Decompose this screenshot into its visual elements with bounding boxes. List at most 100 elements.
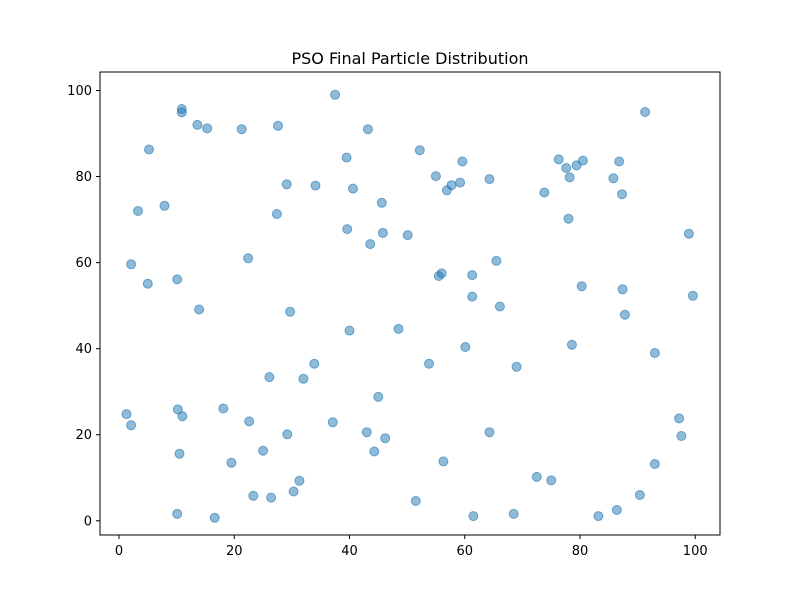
scatter-point [209, 512, 220, 523]
scatter-point [126, 259, 137, 270]
scatter-point [298, 373, 309, 384]
scatter-point [484, 174, 495, 185]
scatter-point [614, 156, 625, 167]
scatter-point [226, 457, 237, 468]
chart-title: PSO Final Particle Distribution [292, 49, 529, 68]
scatter-point [467, 291, 478, 302]
scatter-point [438, 456, 449, 467]
scatter-point [327, 417, 338, 428]
scatter-point [342, 224, 353, 235]
x-tick-label: 80 [572, 544, 589, 559]
scatter-point [174, 448, 185, 459]
scatter-point [410, 496, 421, 506]
scatter-point [172, 274, 183, 285]
scatter-point [344, 325, 355, 336]
scatter-point [617, 284, 628, 295]
scatter-point [294, 475, 305, 486]
y-tick-label: 20 [75, 428, 92, 443]
scatter-point [468, 511, 479, 522]
scatter-point [236, 124, 247, 135]
x-tick-label: 40 [341, 544, 358, 559]
scatter-point [288, 486, 299, 497]
scatter-point [144, 144, 154, 155]
scatter-point [546, 475, 557, 486]
scatter-point [177, 411, 188, 422]
scatter-point [176, 107, 187, 118]
scatter-point [309, 358, 320, 369]
scatter-point [172, 404, 183, 415]
scatter-point [414, 145, 425, 156]
scatter-point [457, 156, 468, 167]
x-axis-ticks: 0 20 40 60 80 100 [115, 535, 708, 559]
scatter-point [330, 89, 341, 100]
scatter-point [248, 490, 259, 501]
scatter-point [508, 508, 519, 519]
scatter-point [491, 255, 502, 266]
scatter-point [159, 200, 170, 211]
scatter-point [281, 179, 292, 190]
scatter-point [310, 180, 321, 191]
scatter-point [402, 230, 413, 241]
x-tick-label: 0 [115, 544, 123, 559]
scatter-point [362, 124, 373, 135]
scatter-point [377, 227, 388, 238]
y-axis-ticks: 0 20 40 60 80 100 [67, 84, 100, 529]
scatter-point [282, 429, 293, 440]
y-tick-label: 100 [67, 84, 92, 99]
scatter-point [194, 304, 205, 315]
x-tick-label: 60 [456, 544, 473, 559]
scatter-point [273, 120, 283, 131]
scatter-point [361, 427, 372, 438]
scatter-point [133, 206, 143, 216]
scatter-point [348, 183, 358, 194]
scatter-point [564, 172, 575, 183]
scatter-point [430, 171, 441, 182]
scatter-point [376, 197, 387, 208]
scatter-point [202, 123, 213, 134]
scatter-point [192, 119, 203, 130]
scatter-point [611, 505, 622, 515]
scatter-point [566, 339, 577, 350]
scatter-point [455, 177, 466, 188]
y-tick-label: 60 [75, 256, 92, 271]
scatter-point [640, 107, 651, 117]
scatter-point [266, 492, 277, 503]
scatter-point [341, 152, 352, 163]
scatter-point [617, 189, 627, 200]
scatter-point [365, 239, 376, 250]
scatter-point [511, 361, 522, 372]
scatter-point [172, 508, 183, 519]
scatter-point [467, 270, 478, 281]
scatter-point [484, 427, 495, 438]
scatter-point [424, 358, 434, 369]
scatter-point [619, 309, 630, 320]
y-tick-label: 80 [75, 170, 92, 185]
scatter-point [142, 278, 153, 289]
scatter-point [369, 446, 380, 457]
scatter-point [121, 409, 132, 420]
scatter-point [563, 213, 574, 224]
scatter-point [683, 228, 694, 239]
scatter-point [460, 342, 471, 352]
scatter-point [218, 403, 229, 414]
scatter-point [271, 209, 282, 219]
scatter-point [561, 163, 572, 173]
scatter-point [264, 372, 275, 383]
scatter-point [649, 459, 660, 469]
scatter-point [608, 173, 619, 184]
scatter-point [676, 431, 687, 441]
scatter-point [649, 348, 660, 358]
plot-area-frame [99, 71, 721, 536]
scatter-point [553, 154, 564, 165]
scatter-point [634, 490, 645, 500]
scatter-point [126, 420, 137, 431]
y-tick-label: 0 [84, 514, 92, 529]
scatter-point [244, 416, 255, 427]
scatter-point [285, 306, 296, 317]
scatter-points [121, 89, 698, 523]
scatter-point [593, 511, 604, 522]
scatter-point [687, 290, 698, 301]
scatter-point [674, 413, 685, 424]
y-tick-label: 40 [75, 342, 92, 357]
